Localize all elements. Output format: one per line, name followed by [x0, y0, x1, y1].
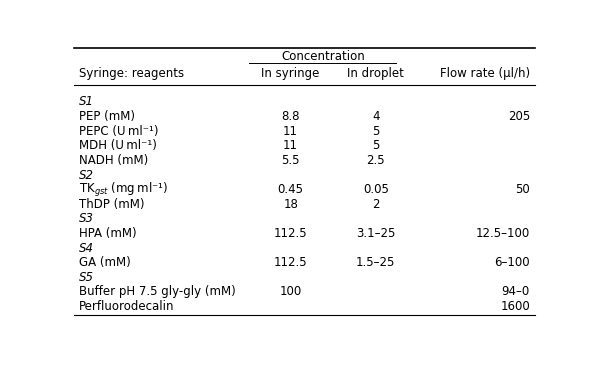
Text: 8.8: 8.8	[282, 110, 300, 123]
Text: 50: 50	[515, 183, 530, 196]
Text: Perfluorodecalin: Perfluorodecalin	[79, 300, 175, 313]
Text: S5: S5	[79, 271, 94, 284]
Text: 4: 4	[372, 110, 380, 123]
Text: In syringe: In syringe	[261, 67, 320, 80]
Text: ThDP (mM): ThDP (mM)	[79, 198, 144, 211]
Text: 5.5: 5.5	[282, 154, 300, 167]
Text: 205: 205	[508, 110, 530, 123]
Text: 5: 5	[372, 139, 380, 152]
Text: 112.5: 112.5	[274, 256, 308, 269]
Text: 1600: 1600	[500, 300, 530, 313]
Text: 2: 2	[372, 198, 380, 211]
Text: 18: 18	[283, 198, 298, 211]
Text: 100: 100	[280, 285, 302, 299]
Text: Syringe: reagents: Syringe: reagents	[79, 67, 184, 80]
Text: 6–100: 6–100	[494, 256, 530, 269]
Text: NADH (mM): NADH (mM)	[79, 154, 148, 167]
Text: GA (mM): GA (mM)	[79, 256, 131, 269]
Text: 94–0: 94–0	[502, 285, 530, 299]
Text: PEPC (U ml⁻¹): PEPC (U ml⁻¹)	[79, 125, 159, 138]
Text: 1.5–25: 1.5–25	[356, 256, 396, 269]
Text: S2: S2	[79, 169, 94, 181]
Text: In droplet: In droplet	[347, 67, 404, 80]
Text: S4: S4	[79, 242, 94, 255]
Text: TK$_{gst}$ (mg ml⁻¹): TK$_{gst}$ (mg ml⁻¹)	[79, 181, 168, 199]
Text: 11: 11	[283, 125, 298, 138]
Text: 0.45: 0.45	[277, 183, 304, 196]
Text: S3: S3	[79, 212, 94, 226]
Text: PEP (mM): PEP (mM)	[79, 110, 135, 123]
Text: S1: S1	[79, 96, 94, 108]
Text: 11: 11	[283, 139, 298, 152]
Text: Concentration: Concentration	[281, 50, 365, 63]
Text: MDH (U ml⁻¹): MDH (U ml⁻¹)	[79, 139, 157, 152]
Text: 0.05: 0.05	[363, 183, 388, 196]
Text: Flow rate (μl/h): Flow rate (μl/h)	[440, 67, 530, 80]
Text: 3.1–25: 3.1–25	[356, 227, 396, 240]
Text: HPA (mM): HPA (mM)	[79, 227, 137, 240]
Text: 112.5: 112.5	[274, 227, 308, 240]
Text: 5: 5	[372, 125, 380, 138]
Text: 12.5–100: 12.5–100	[476, 227, 530, 240]
Text: 2.5: 2.5	[366, 154, 385, 167]
Text: Buffer pH 7.5 gly-gly (mM): Buffer pH 7.5 gly-gly (mM)	[79, 285, 236, 299]
